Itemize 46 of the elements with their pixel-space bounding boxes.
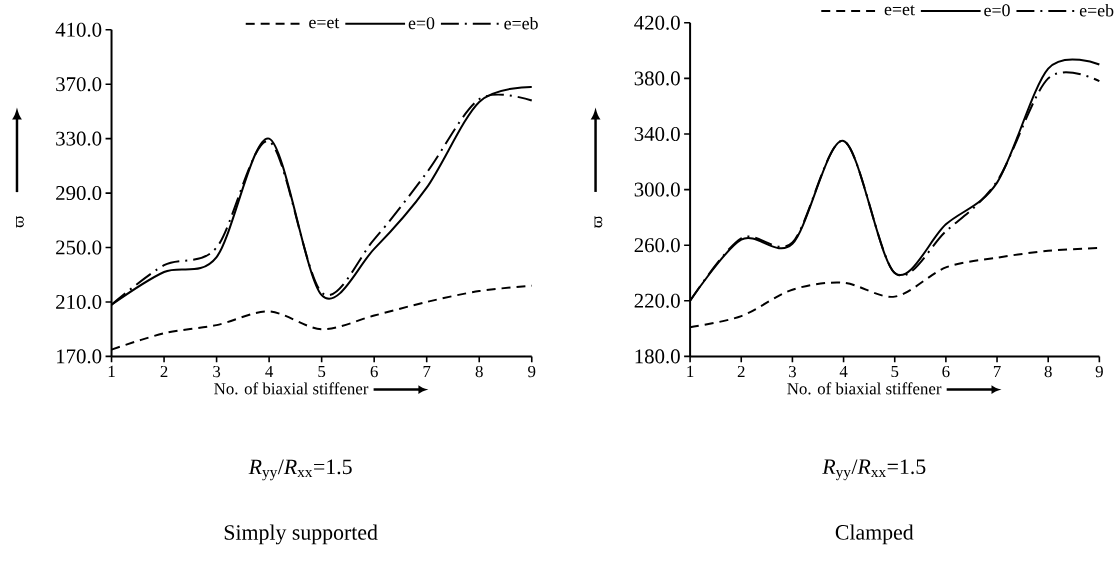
x-tick-label: 2	[737, 365, 745, 377]
x-tick-label: 3	[789, 365, 796, 377]
legend-label: e=et	[309, 17, 340, 29]
x-tick-label: 5	[318, 365, 326, 377]
x-tick-label: 7	[423, 365, 431, 377]
text: R$_{yy}$/R$_{xx}$=1.5	[248, 459, 352, 481]
y-tick-label: 380.0	[634, 71, 680, 86]
legend-label: e=0	[408, 16, 435, 29]
x-tick-label: 3	[213, 365, 221, 377]
y-tick-label: 410.0	[55, 22, 102, 37]
y-tick-label: 260.0	[634, 237, 680, 253]
x-tick-label: 4	[265, 365, 274, 377]
legend-label: e=et	[884, 4, 915, 16]
x-axis-title: No. of biaxial stiffener	[787, 382, 942, 395]
y-tick-label: 210.0	[56, 294, 102, 309]
x-tick-label: 5	[891, 365, 899, 377]
y-tick-label: 330.0	[56, 131, 102, 146]
x-tick-label: 7	[993, 365, 1001, 377]
x-tick-label: 8	[1044, 365, 1052, 378]
y-tick-label: 290.0	[56, 185, 102, 200]
y-tick-label: 220.0	[634, 293, 680, 308]
y-tick-label: 300.0	[634, 182, 680, 197]
y-axis-title: ϖ	[594, 216, 603, 228]
x-tick-label: 2	[160, 365, 168, 377]
y-axis-title: ϖ	[16, 215, 24, 228]
y-tick-label: 420.0	[634, 15, 680, 30]
x-tick-label: 1	[108, 365, 115, 377]
y-tick-label: 370.0	[56, 76, 102, 92]
y-tick-label: 180.0	[635, 349, 680, 364]
x-tick-label: 9	[528, 365, 536, 377]
text: R$_{yy}$/R$_{xx}$=1.5	[822, 459, 926, 480]
x-tick-label: 4	[839, 365, 848, 377]
text: Simply supported	[224, 524, 378, 545]
legend-label: e=eb	[504, 16, 538, 30]
x-tick-label: 9	[1095, 365, 1103, 377]
x-axis-title: No. of biaxial stiffener	[214, 382, 369, 395]
y-tick-label: 250.0	[56, 240, 102, 255]
x-tick-label: 6	[370, 365, 378, 377]
y-tick-label: 170.0	[57, 349, 102, 364]
x-tick-label: 8	[475, 365, 483, 378]
y-tick-label: 340.0	[634, 126, 680, 141]
x-tick-label: 1	[687, 365, 694, 377]
x-tick-label: 6	[942, 365, 950, 377]
legend-label: e=eb	[1079, 3, 1114, 17]
legend-label: e=0	[984, 4, 1010, 17]
text: Clamped	[835, 524, 914, 544]
